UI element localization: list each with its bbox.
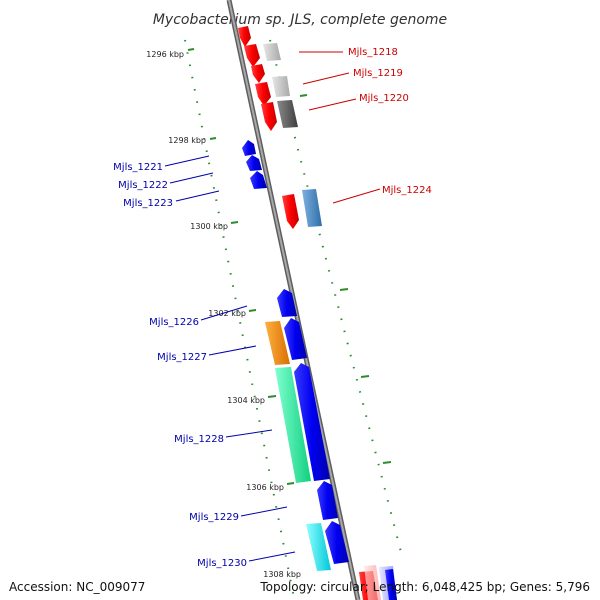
reverse-cds-arrow[interactable] (317, 481, 338, 520)
ruler-label: 1302 kbp (208, 309, 246, 318)
forward-cds-arrow[interactable] (238, 26, 251, 47)
ruler-labels: 1296 kbp 1298 kbp 1300 kbp 1302 kbp 1304… (146, 50, 301, 579)
gene-label-Mjls_1222[interactable]: Mjls_1222 (118, 180, 168, 191)
gene-label-Mjls_1230[interactable]: Mjls_1230 (197, 558, 247, 569)
reverse-cds-arrow[interactable] (284, 318, 307, 360)
reverse-cds-arrow[interactable] (294, 363, 330, 481)
gene-label-Mjls_1227[interactable]: Mjls_1227 (157, 352, 207, 363)
gene-label-Mjls_1219[interactable]: Mjls_1219 (353, 68, 403, 79)
reverse-cds-arrow[interactable] (246, 155, 262, 171)
reverse-cds-arrow[interactable] (250, 171, 267, 189)
gene-labels: Mjls_1218 Mjls_1219 Mjls_1220 Mjls_1221 … (113, 47, 432, 569)
ruler-label: 1306 kbp (246, 483, 284, 492)
forward-cds-arrow[interactable] (282, 194, 299, 229)
reverse-cds-stub[interactable] (385, 569, 397, 600)
accession-text: Accession: NC_009077 (9, 580, 146, 594)
forward-strand-features (238, 26, 381, 600)
forward-cds-arrow[interactable] (244, 44, 260, 67)
gene-label-Mjls_1228[interactable]: Mjls_1228 (174, 434, 224, 445)
forward-cds-stub[interactable] (364, 565, 381, 600)
gene-label-Mjls_1221[interactable]: Mjls_1221 (113, 162, 163, 173)
gene-Mjls_1218-bar[interactable] (263, 43, 281, 61)
gene-label-Mjls_1229[interactable]: Mjls_1229 (189, 512, 239, 523)
map-title: Mycobacterium sp. JLS, complete genome (153, 12, 447, 28)
gene-label-Mjls_1226[interactable]: Mjls_1226 (149, 317, 199, 328)
reverse-strand-features (242, 140, 397, 600)
forward-cds-arrow[interactable] (251, 64, 265, 83)
ruler-label: 1308 kbp (263, 570, 301, 579)
gene-Mjls_1220-bar[interactable] (277, 100, 298, 128)
gene-label-Mjls_1224[interactable]: Mjls_1224 (382, 185, 432, 196)
reverse-cds-arrow[interactable] (325, 521, 349, 564)
ruler-ticks (187, 48, 392, 485)
forward-cds-arrow[interactable] (255, 82, 271, 106)
ruler-label: 1304 kbp (227, 396, 265, 405)
gene-label-Mjls_1218[interactable]: Mjls_1218 (348, 47, 398, 58)
gene-label-Mjls_1223[interactable]: Mjls_1223 (123, 198, 173, 209)
ruler-label: 1296 kbp (146, 50, 184, 59)
ruler-label: 1298 kbp (168, 136, 206, 145)
gene-Mjls_1219-bar[interactable] (272, 76, 290, 97)
label-leader-lines (164, 51, 381, 562)
genome-summary-text: Topology: circular; Length: 6,048,425 bp… (260, 580, 590, 594)
forward-cds-arrow[interactable] (261, 102, 277, 131)
reverse-cds-arrow[interactable] (242, 140, 256, 156)
reverse-cds-arrow[interactable] (277, 289, 297, 317)
gene-Mjls_1228-bar[interactable] (275, 367, 311, 483)
gene-Mjls_1227-bar[interactable] (265, 321, 290, 365)
ruler-label: 1300 kbp (190, 222, 228, 231)
gene-label-Mjls_1220[interactable]: Mjls_1220 (359, 93, 409, 104)
gene-Mjls_1224-bar[interactable] (302, 189, 322, 227)
gene-Mjls_1230-bar[interactable] (306, 523, 331, 571)
